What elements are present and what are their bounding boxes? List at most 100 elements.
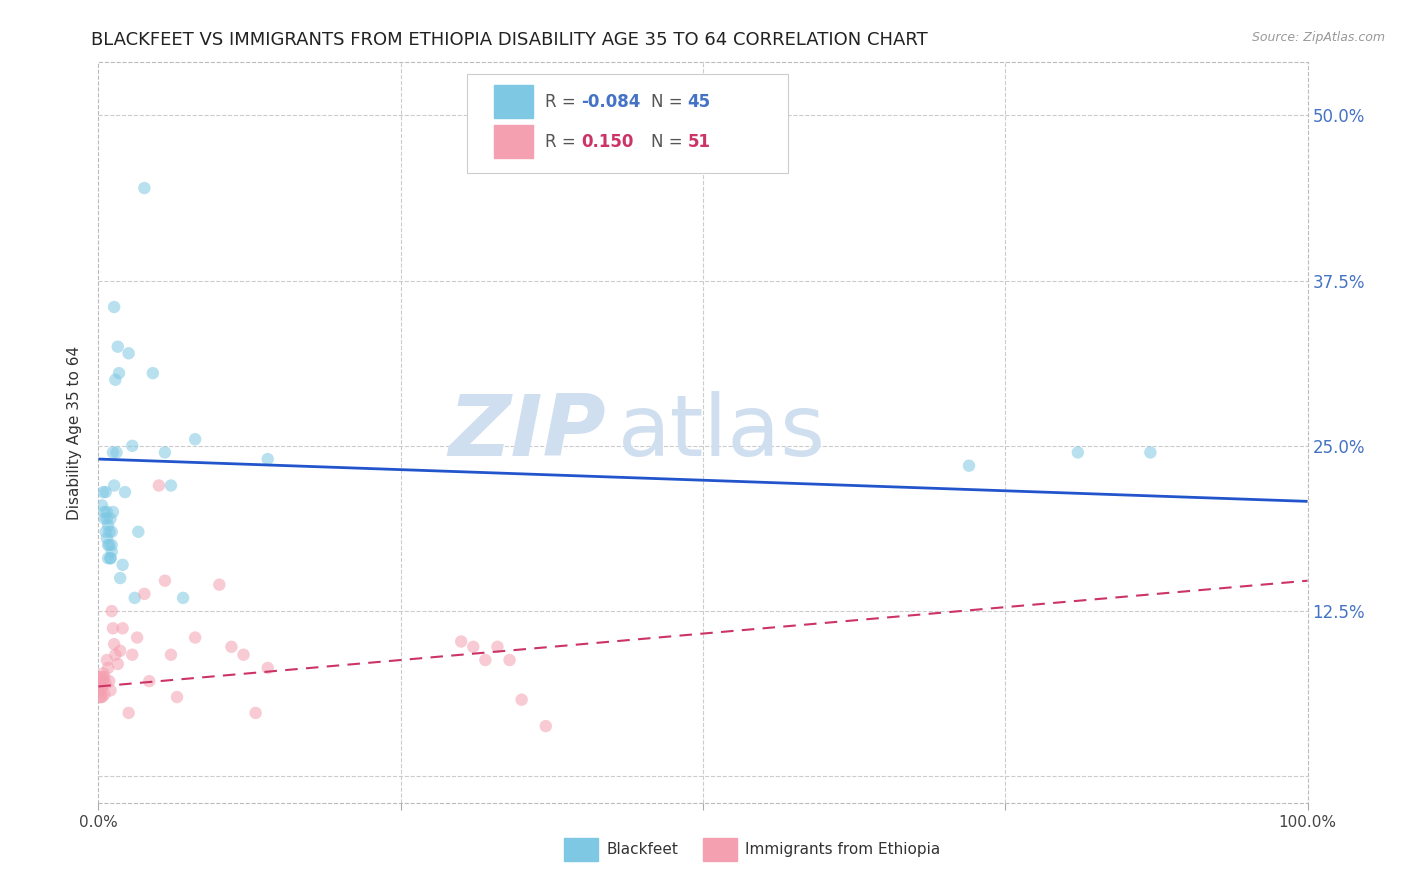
Point — [957, 458, 980, 473]
Text: R =: R = — [544, 133, 586, 151]
Text: Source: ZipAtlas.com: Source: ZipAtlas.com — [1251, 31, 1385, 45]
Text: Blackfeet: Blackfeet — [606, 842, 678, 857]
Text: 51: 51 — [688, 133, 710, 151]
Point — [100, 683, 122, 698]
Point — [103, 300, 125, 314]
Point — [100, 538, 122, 552]
Point — [105, 445, 128, 459]
Y-axis label: Disability Age 35 to 64: Disability Age 35 to 64 — [67, 345, 83, 520]
Point — [100, 551, 122, 566]
Point — [97, 661, 120, 675]
Point — [91, 690, 114, 704]
Point — [221, 640, 243, 654]
Point — [91, 680, 114, 694]
Point — [89, 680, 111, 694]
Point — [108, 571, 131, 585]
Point — [91, 674, 114, 689]
Point — [111, 558, 134, 572]
Point — [153, 574, 176, 588]
Point — [100, 524, 122, 539]
Point — [256, 661, 278, 675]
Point — [96, 532, 118, 546]
Point — [118, 346, 141, 360]
Text: N =: N = — [651, 93, 688, 111]
Point — [97, 551, 120, 566]
Text: atlas: atlas — [619, 391, 827, 475]
Point — [256, 452, 278, 467]
Bar — [564, 838, 598, 861]
Bar — [494, 125, 533, 158]
Point — [90, 683, 112, 698]
Point — [232, 648, 254, 662]
Point — [208, 577, 231, 591]
Point — [184, 631, 207, 645]
Point — [111, 621, 134, 635]
Point — [486, 640, 509, 654]
Point — [94, 485, 117, 500]
Point — [107, 657, 129, 671]
Text: ZIP: ZIP — [449, 391, 606, 475]
Point — [89, 683, 111, 698]
Point — [104, 373, 127, 387]
Point — [160, 478, 183, 492]
Point — [153, 445, 176, 459]
Point — [94, 677, 117, 691]
Point — [104, 648, 127, 662]
Point — [184, 432, 207, 446]
Point — [93, 505, 115, 519]
Point — [96, 505, 118, 519]
Point — [101, 621, 124, 635]
Point — [90, 674, 112, 689]
Point — [100, 544, 122, 558]
Point — [98, 524, 121, 539]
Point — [91, 670, 114, 684]
Point — [97, 538, 120, 552]
Point — [101, 505, 124, 519]
Point — [127, 524, 149, 539]
Point — [121, 439, 143, 453]
Point — [103, 637, 125, 651]
Text: R =: R = — [544, 93, 581, 111]
Point — [463, 640, 485, 654]
Point — [118, 706, 141, 720]
Point — [114, 485, 136, 500]
Point — [100, 511, 122, 525]
Point — [100, 551, 122, 566]
Text: N =: N = — [651, 133, 688, 151]
Point — [107, 340, 129, 354]
Point — [1067, 445, 1090, 459]
Point — [89, 677, 111, 691]
Point — [510, 692, 533, 706]
Point — [97, 518, 120, 533]
Point — [89, 690, 111, 704]
Point — [100, 604, 122, 618]
Point — [103, 478, 125, 492]
Point — [498, 653, 520, 667]
Point — [108, 366, 131, 380]
Point — [134, 587, 156, 601]
Point — [91, 499, 114, 513]
Text: BLACKFEET VS IMMIGRANTS FROM ETHIOPIA DISABILITY AGE 35 TO 64 CORRELATION CHART: BLACKFEET VS IMMIGRANTS FROM ETHIOPIA DI… — [91, 31, 928, 49]
Point — [96, 511, 118, 525]
Point — [108, 644, 131, 658]
Point — [98, 538, 121, 552]
Text: -0.084: -0.084 — [581, 93, 640, 111]
Point — [94, 524, 117, 539]
Point — [148, 478, 170, 492]
Point — [93, 511, 115, 525]
Point — [1139, 445, 1161, 459]
Text: 45: 45 — [688, 93, 710, 111]
Bar — [494, 85, 533, 119]
Point — [90, 690, 112, 704]
Point — [89, 683, 111, 698]
Bar — [703, 838, 737, 861]
Point — [166, 690, 188, 704]
Point — [93, 670, 115, 684]
Point — [474, 653, 496, 667]
Point — [160, 648, 183, 662]
Point — [91, 666, 114, 681]
Point — [90, 677, 112, 691]
Point — [534, 719, 557, 733]
Point — [101, 445, 124, 459]
Point — [91, 485, 114, 500]
